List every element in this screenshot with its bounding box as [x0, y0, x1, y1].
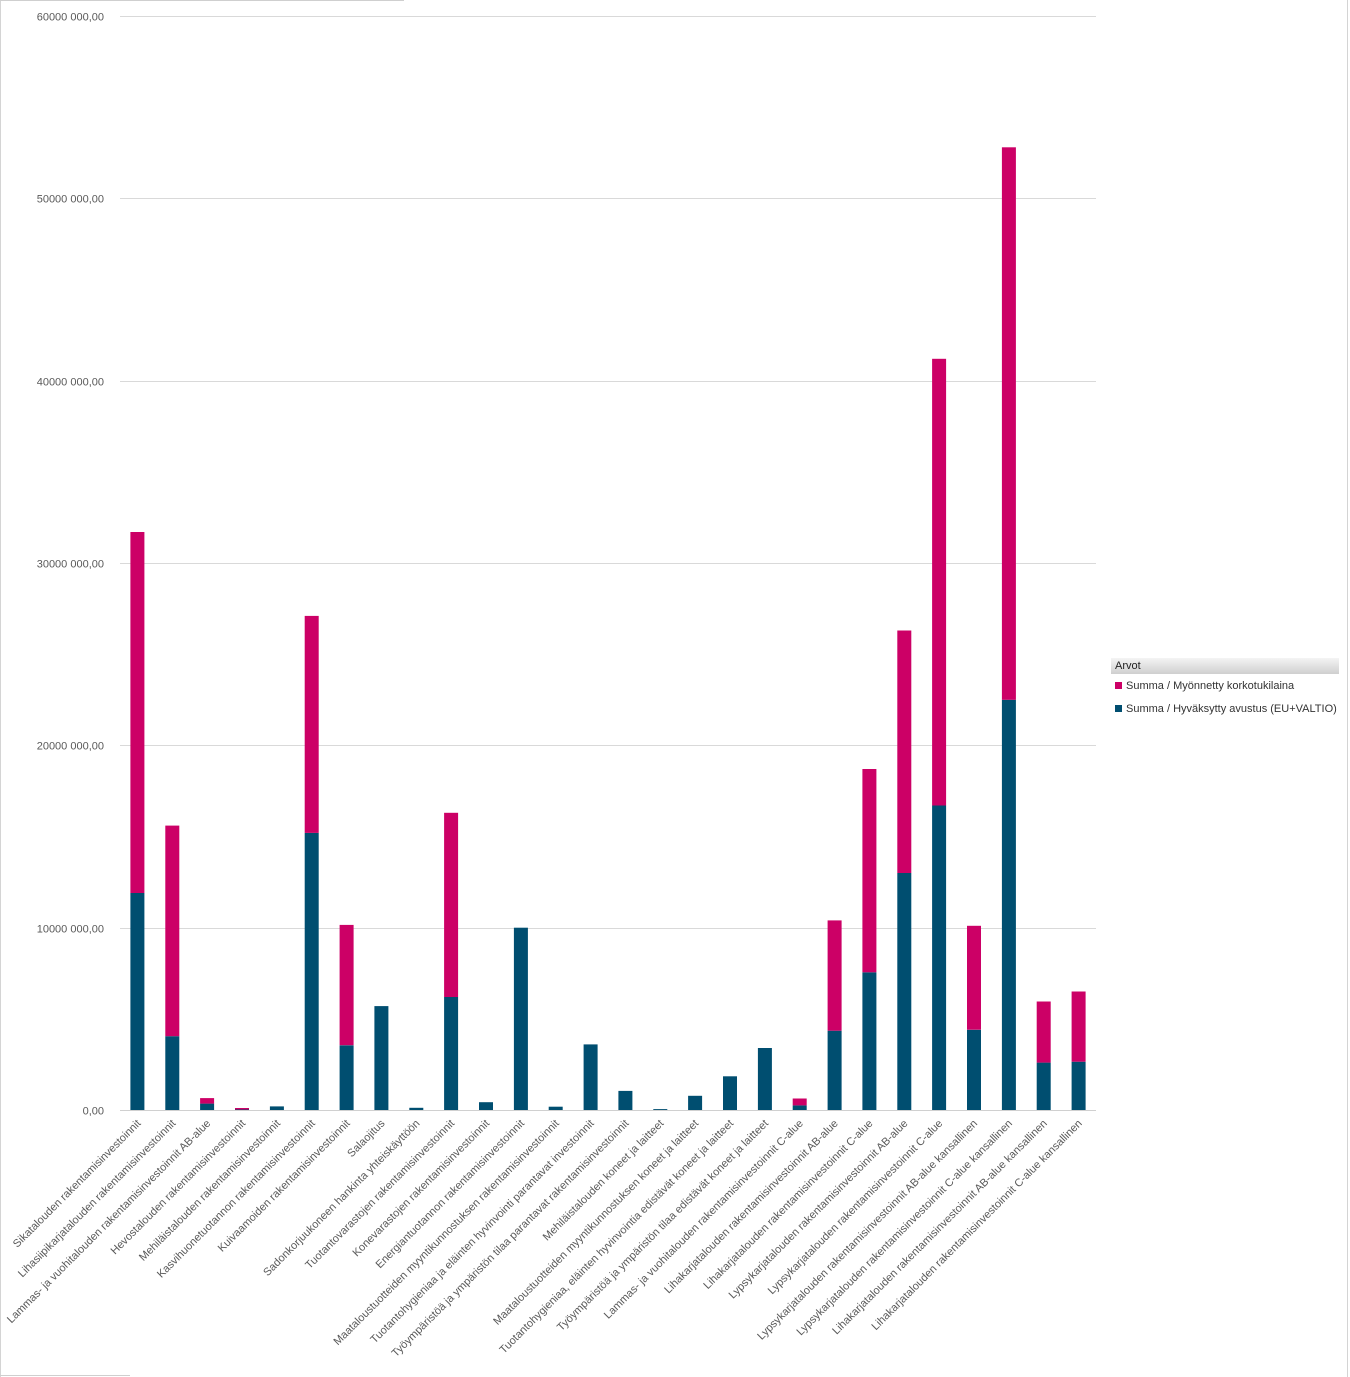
bar-segment: [1071, 1061, 1086, 1110]
bar-segment: [932, 805, 947, 1110]
bar-segment: [235, 1109, 249, 1111]
chart-frame-top: [0, 0, 404, 1]
bar-segment: [792, 1098, 807, 1106]
bar-segment: [304, 832, 319, 1110]
legend-swatch: [1115, 682, 1122, 689]
bar-segment: [792, 1105, 807, 1110]
legend-title: Arvot: [1111, 658, 1339, 674]
bar-segment: [339, 924, 354, 1046]
bar-segment: [967, 925, 981, 1030]
bar-segment: [1001, 699, 1016, 1111]
y-tick-label: 40000 000,00: [37, 377, 104, 389]
x-tick-label: Maataloustuotteiden myyntikunnostuksen r…: [332, 1118, 562, 1348]
x-tick-label: Sikatalouden rakentamisinvestoinnit: [11, 1118, 144, 1251]
bar-segment: [897, 630, 912, 873]
bar-segment: [723, 1076, 737, 1110]
y-tick-label: 30000 000,00: [37, 559, 104, 571]
chart-frame-right: [1347, 0, 1348, 1377]
bar-segment: [479, 1102, 493, 1110]
x-tick-label: Tuotantohygieniaa ja eläinten hyvinvoint…: [368, 1118, 596, 1346]
bar-segment: [548, 1106, 563, 1110]
y-tick-label: 50000 000,00: [37, 194, 104, 206]
bar-segment: [1001, 147, 1016, 700]
bar-segment: [269, 1106, 284, 1110]
x-tick-label: Lihasiipikarjatalouden rakentamisinvesto…: [16, 1118, 178, 1280]
y-tick-label: 60000 000,00: [37, 12, 104, 24]
chart-frame-bottom: [0, 1375, 130, 1376]
legend-item: Summa / Hyväksytty avustus (EU+VALTIO): [1111, 697, 1339, 720]
bar-segment: [513, 927, 528, 1110]
bar-segment: [304, 615, 319, 833]
bar-segment: [409, 1107, 424, 1110]
y-tick-label: 20000 000,00: [37, 741, 104, 753]
bar-segment: [339, 1045, 354, 1110]
bar-segment: [827, 920, 842, 1031]
bar-segment: [165, 1036, 180, 1110]
bar-segment: [862, 769, 877, 973]
bar-segment: [1036, 1062, 1051, 1110]
bar-segment: [757, 1048, 772, 1110]
bar-segment: [1071, 991, 1086, 1062]
bar-segment: [200, 1103, 215, 1110]
bar-segment: [827, 1030, 842, 1110]
bar-segment: [130, 893, 145, 1110]
bar-segment: [130, 532, 145, 893]
bar-segment: [374, 1006, 389, 1110]
bar-segment: [583, 1044, 598, 1110]
legend-item: Summa / Myönnetty korkotukilaina: [1111, 674, 1339, 697]
bar-segment: [200, 1098, 215, 1104]
chart-frame-left: [0, 0, 1, 1377]
legend: Arvot Summa / Myönnetty korkotukilaina Su…: [1111, 658, 1339, 720]
bar-segment: [165, 825, 180, 1037]
bar-segment: [653, 1109, 668, 1110]
bar-segment: [444, 812, 459, 997]
legend-label: Summa / Myönnetty korkotukilaina: [1126, 679, 1295, 692]
bar-segment: [862, 972, 877, 1110]
bar-segment: [897, 873, 912, 1110]
y-tick-label: 10000 000,00: [37, 924, 104, 936]
y-tick-label: 0,00: [83, 1106, 104, 1118]
legend-label: Summa / Hyväksytty avustus (EU+VALTIO): [1126, 702, 1337, 715]
bar-segment: [932, 358, 947, 806]
bar-segment: [235, 1108, 249, 1110]
bar-segment: [618, 1090, 633, 1110]
bar-segment: [444, 997, 459, 1110]
bar-segment: [688, 1095, 703, 1110]
bar-segment: [1036, 1001, 1051, 1063]
legend-swatch: [1115, 705, 1122, 712]
legend-items: Summa / Myönnetty korkotukilaina Summa / …: [1111, 674, 1339, 720]
bar-segment: [967, 1029, 981, 1110]
